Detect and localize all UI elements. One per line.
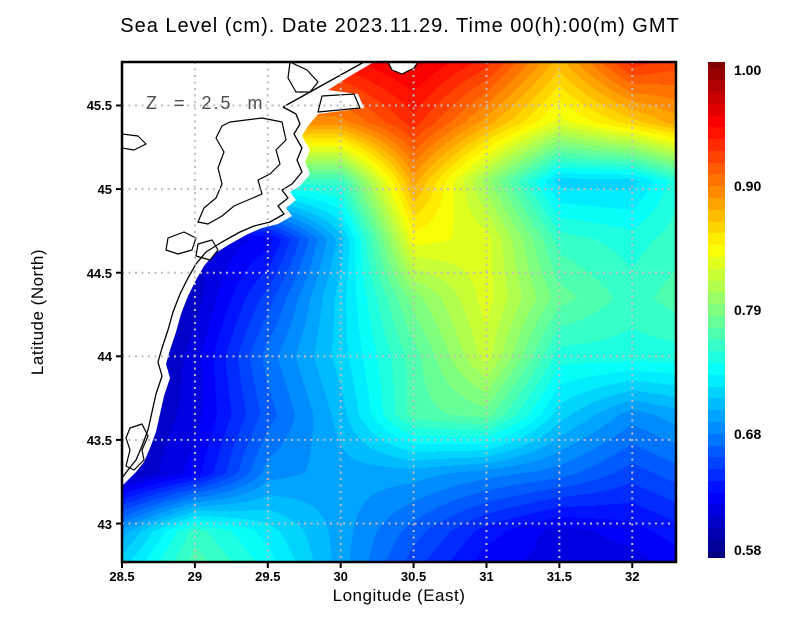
x-tick-label: 31: [479, 569, 494, 584]
x-tick-label: 28.5: [109, 569, 135, 584]
y-tick-label: 43: [97, 516, 112, 532]
colorbar-label: 1.00: [734, 62, 762, 78]
sea-level-heatmap: [122, 62, 676, 562]
x-tick-label: 30: [333, 569, 348, 584]
y-tick-label: 44: [97, 349, 112, 365]
x-tick-label: 30.5: [400, 569, 427, 584]
y-tick-label: 45.5: [86, 98, 112, 114]
x-tick-label: 29: [187, 569, 203, 584]
depth-annotation: Z = 2.5 m: [146, 93, 265, 113]
colorbar-gradient: [708, 62, 725, 558]
y-tick-label: 43.5: [86, 432, 112, 448]
x-axis-title: Longitude (East): [332, 586, 466, 605]
colorbar-label: 0.90: [734, 178, 762, 194]
y-axis-title: Latitude (North): [28, 248, 47, 376]
y-tick-label: 45: [97, 182, 112, 198]
x-tick-label: 29.5: [255, 569, 281, 584]
colorbar-label: 0.68: [734, 426, 762, 442]
x-tick-label: 32: [625, 569, 640, 584]
colorbar-label: 0.79: [734, 302, 762, 318]
y-tick-label: 44.5: [86, 265, 112, 281]
plot-title: Sea Level (cm). Date 2023.11.29. Time 00…: [120, 15, 680, 37]
x-tick-label: 31.5: [546, 569, 573, 584]
colorbar-label: 0.58: [734, 542, 762, 558]
